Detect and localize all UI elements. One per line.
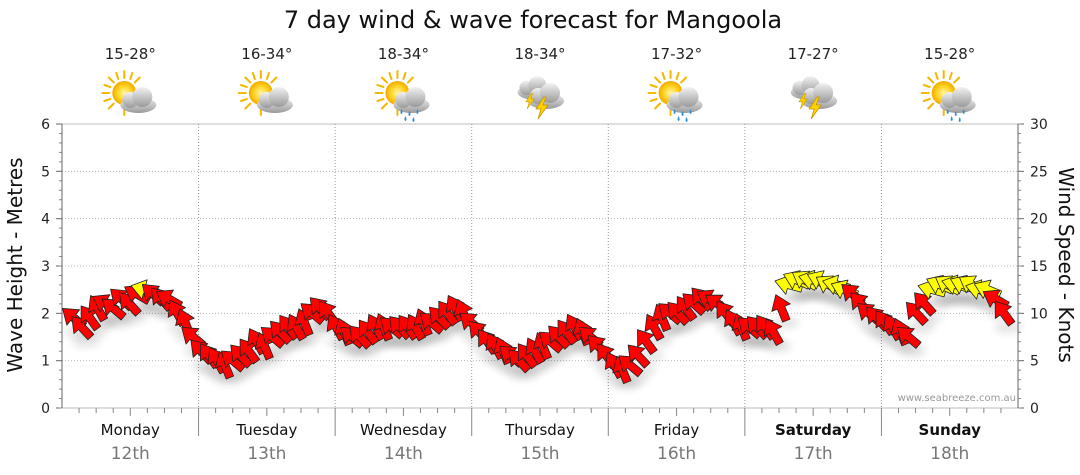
day-date: 13th [247,444,286,464]
wind-arrow [771,294,791,323]
plot-grid [61,123,1019,436]
left-tick-label: 4 [41,212,50,228]
day-name: Monday [101,421,160,439]
day-name: Wednesday [360,421,447,439]
wind-arrow-shadow [119,311,148,324]
credit-text: www.seabreeze.com.au [898,393,1016,404]
right-tick-label: 15 [1030,259,1048,275]
wind-arrow [637,329,658,356]
thunderstorm-icon [790,76,838,120]
day-temp: 15-28° [924,45,975,63]
left-axis: 0 1 2 3 4 5 6 [41,117,63,417]
day-name: Thursday [504,421,575,439]
day-temp: 16-34° [241,45,292,63]
thunderstorm-icon [517,76,564,120]
partly-cloudy-icon [101,70,157,116]
right-tick-label: 20 [1030,212,1048,228]
sun-showers-icon [920,70,976,122]
right-axis-title: Wind Speed - Knots [1054,167,1078,363]
left-axis-title: Wave Height - Metres [3,157,27,372]
partly-cloudy-icon [237,70,293,116]
day-temp: 18-34° [514,45,565,63]
left-tick-label: 1 [41,354,50,370]
right-tick-label: 0 [1030,401,1039,417]
wind-arrow [896,326,922,349]
day-temp: 17-27° [788,45,839,63]
wind-arrow-shadow [898,345,927,357]
left-tick-label: 5 [41,164,50,180]
wind-arrow-shadow [254,354,283,367]
day-date: 12th [111,444,150,464]
right-tick-label: 25 [1030,164,1048,180]
day-columns: 15-28° Monday 12th 16-34° Tuesday 13th 18-34° W… [101,45,981,464]
wind-arrows [62,269,1016,385]
wind-arrow [994,300,1016,327]
wind-arrow [618,355,644,378]
day-name: Sunday [919,421,982,439]
left-tick-label: 3 [41,259,50,275]
day-date: 16th [657,444,696,464]
wind-arrow [914,292,937,317]
wind-arrow-shadow [71,335,100,348]
day-date: 18th [930,444,969,464]
wind-arrow [905,301,929,326]
right-tick-label: 5 [1030,354,1039,370]
wind-arrow-shadow [994,321,1022,334]
wind-arrow [627,344,651,369]
day-name: Tuesday [235,421,297,439]
day-temp: 15-28° [105,45,156,63]
sun-showers-icon [374,70,430,122]
right-axis: 0 5 10 15 20 25 30 [1017,117,1048,417]
wind-arrow [763,318,784,346]
left-tick-label: 0 [41,401,50,417]
chart-title: 7 day wind & wave forecast for Mangoola [284,6,782,34]
day-date: 17th [794,444,833,464]
wind-arrow-shadow [906,321,935,334]
right-tick-label: 10 [1030,306,1048,322]
day-name: Saturday [775,421,852,439]
day-date: 14th [384,444,423,464]
wind-arrow [71,316,95,341]
wind-arrow [101,298,127,321]
sun-showers-icon [647,70,703,122]
day-temp: 17-32° [651,45,702,63]
day-temp: 18-34° [378,45,429,63]
left-tick-label: 2 [41,306,50,322]
wind-arrow-shadow [763,340,792,353]
day-name: Friday [654,421,700,439]
left-tick-label: 6 [41,117,50,133]
right-tick-label: 30 [1030,117,1048,133]
day-date: 15th [520,444,559,464]
